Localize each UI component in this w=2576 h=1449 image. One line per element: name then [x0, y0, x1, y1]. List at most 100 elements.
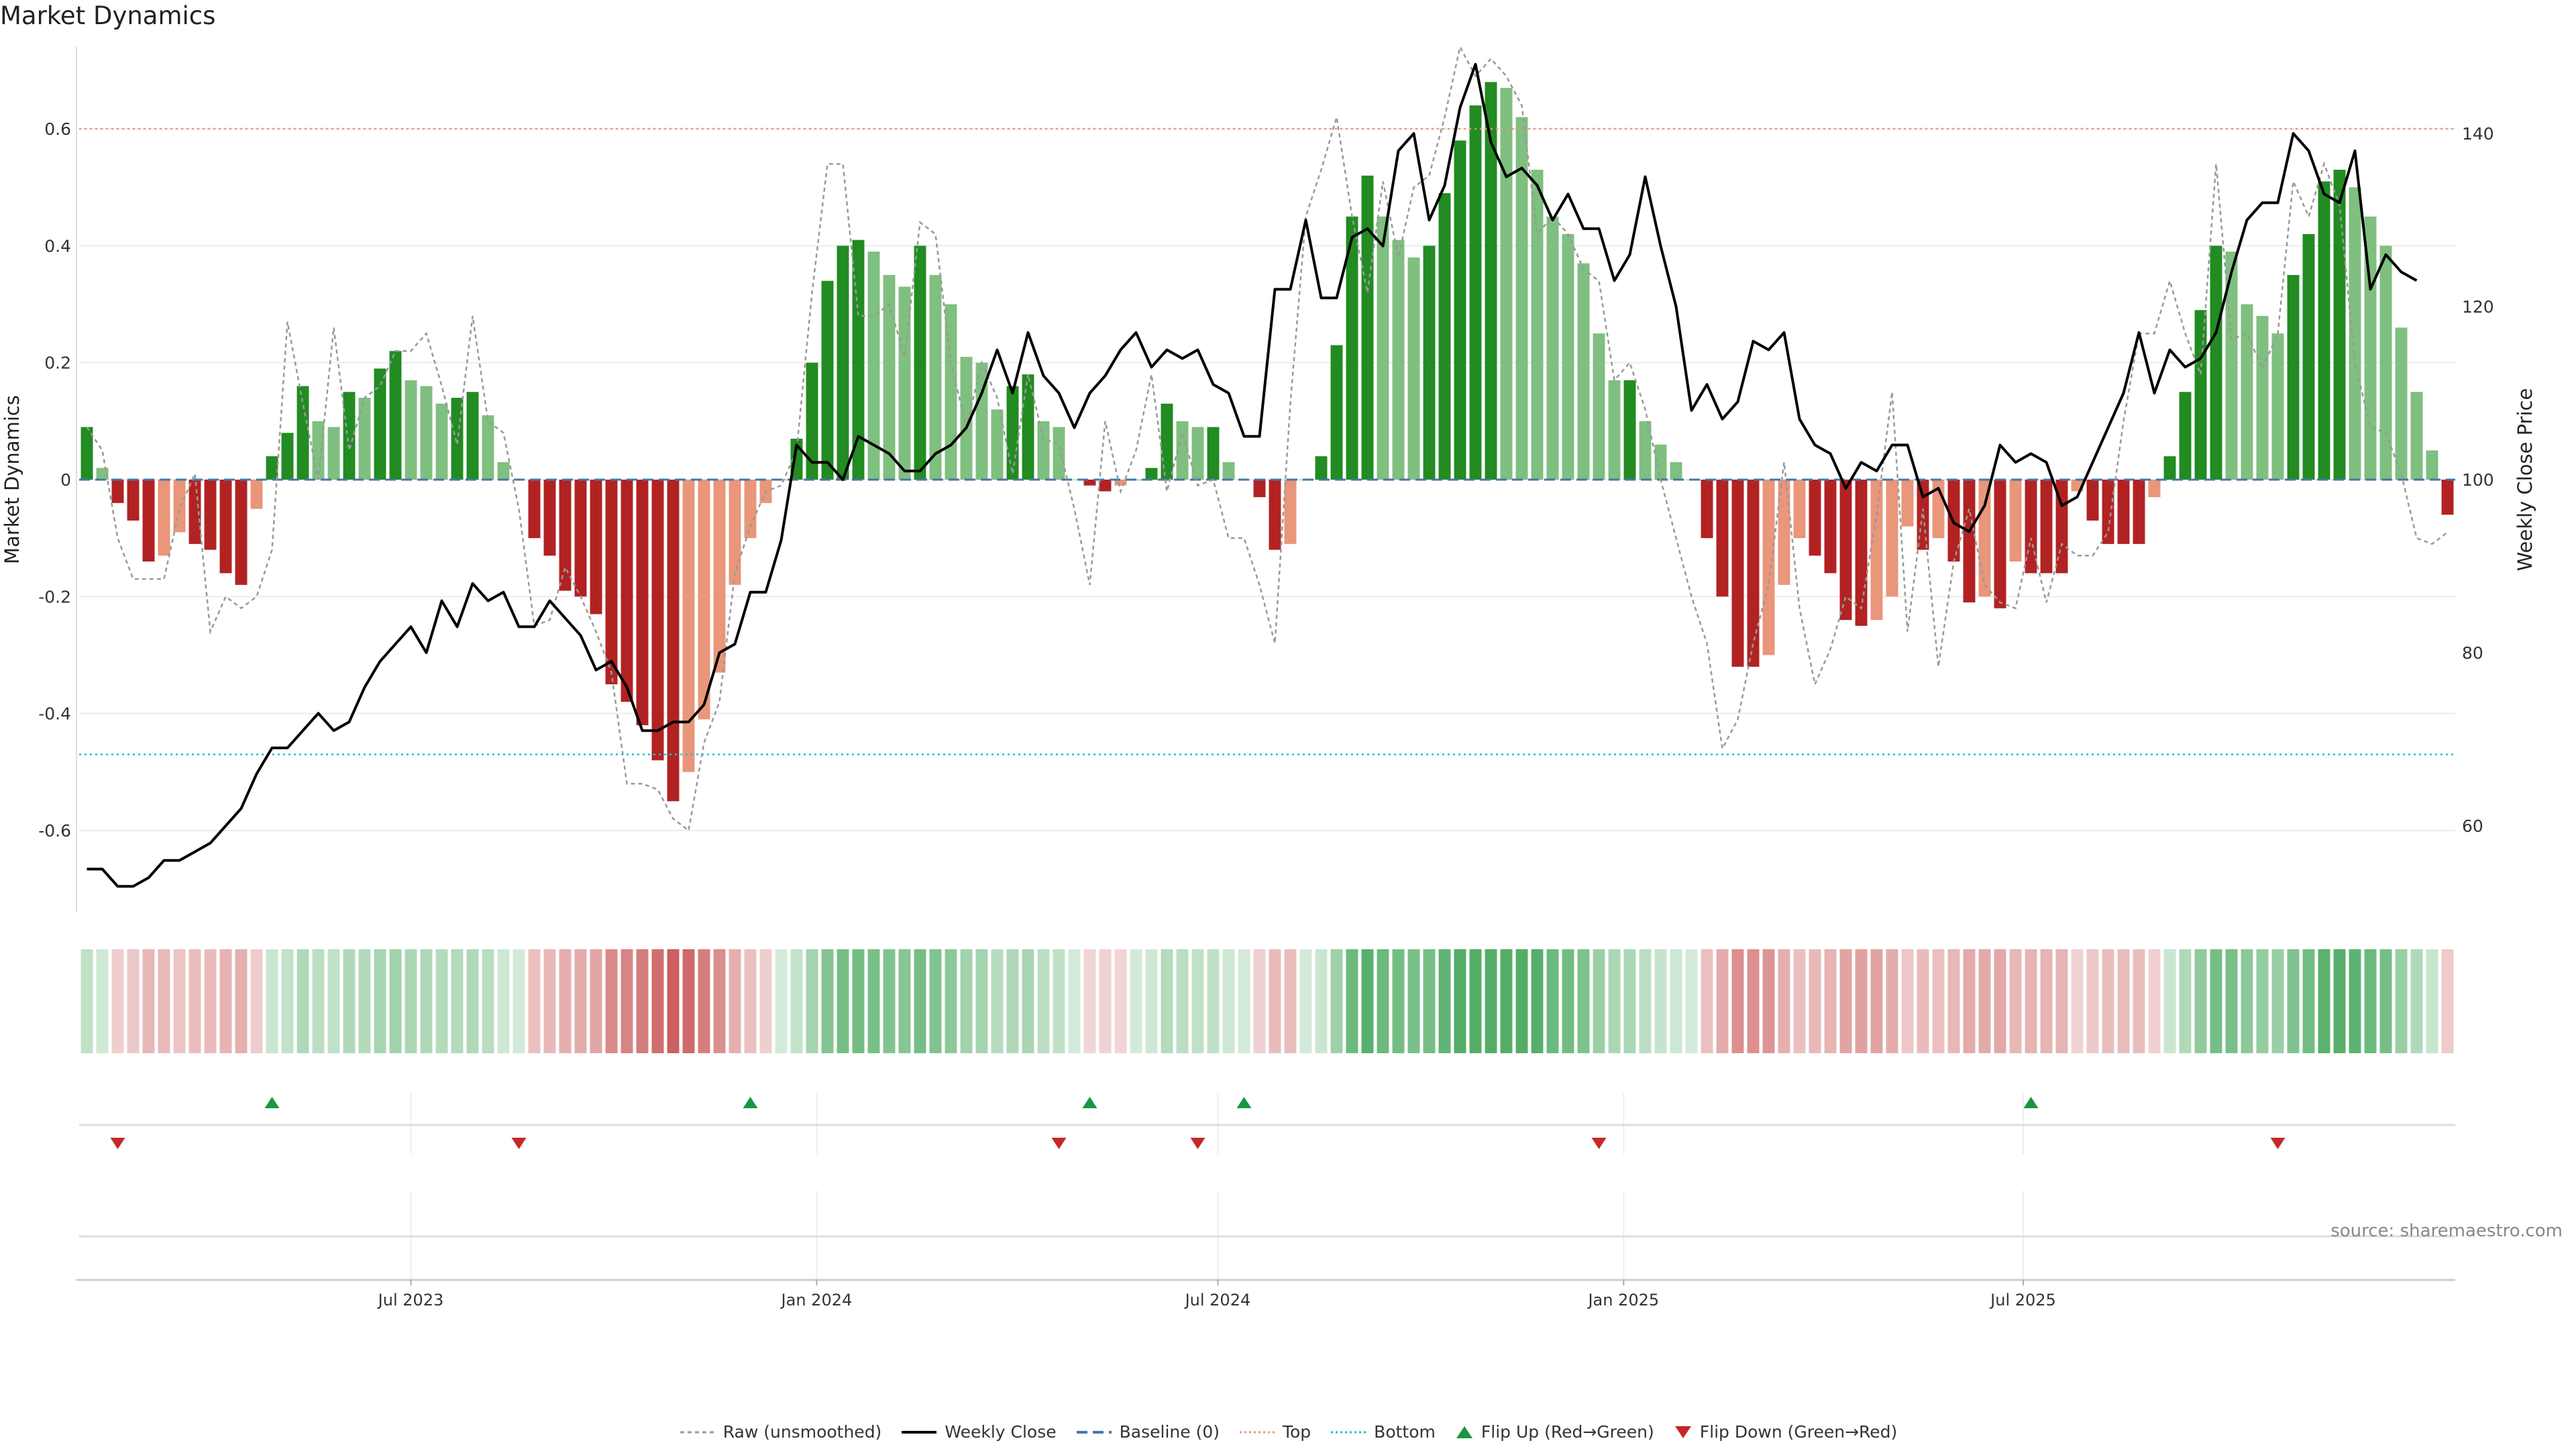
bar [960, 356, 973, 480]
y-tick-label: -0.6 [38, 821, 71, 841]
bar [883, 274, 896, 480]
bar [358, 397, 371, 480]
bar [1654, 444, 1667, 480]
bar [2009, 480, 2022, 562]
heat-cell [2210, 949, 2222, 1053]
heat-cell [2148, 949, 2161, 1053]
heat-cell [775, 949, 788, 1053]
heat-cell [204, 949, 217, 1053]
bar [2256, 315, 2269, 480]
heat-cell [1623, 949, 1636, 1053]
heat-cell [1222, 949, 1235, 1053]
bar [1037, 421, 1050, 480]
heat-cell [1083, 949, 1096, 1053]
heat-cell [2349, 949, 2361, 1053]
heat-cell [1392, 949, 1405, 1053]
bar [2333, 170, 2346, 480]
legend: Raw (unsmoothed) Weekly Close Baseline (… [0, 1422, 2576, 1442]
flip-up-marker [743, 1097, 758, 1108]
x-tick-label: Jan 2025 [1587, 1291, 1659, 1309]
bar [1593, 333, 1605, 480]
heat-cell [1701, 949, 1713, 1053]
bar [1670, 462, 1682, 480]
bar [451, 397, 464, 480]
bar [852, 239, 865, 480]
heat-cell [1670, 949, 1682, 1053]
heat-cell [2256, 949, 2269, 1053]
heat-cell [2271, 949, 2284, 1053]
heat-cell [1870, 949, 1883, 1053]
heat-cell [1947, 949, 1960, 1053]
heat-cell [1438, 949, 1451, 1053]
bar [1407, 257, 1420, 480]
heat-cell [2117, 949, 2130, 1053]
heat-cell [759, 949, 772, 1053]
bar [1809, 480, 1821, 556]
bar [127, 480, 140, 521]
legend-baseline-label: Baseline (0) [1119, 1422, 1220, 1442]
raw-line [86, 44, 2449, 833]
bar [2318, 181, 2330, 480]
heat-cell [2395, 949, 2408, 1053]
y2-tick-label: 80 [2462, 643, 2483, 663]
bar [235, 480, 248, 585]
heat-cell [1901, 949, 1914, 1053]
bar [1222, 462, 1235, 480]
heat-cell [420, 949, 433, 1053]
bar [1855, 480, 1868, 626]
legend-close-swatch [902, 1430, 937, 1434]
heat-cell [2086, 949, 2099, 1053]
heat-cell [358, 949, 371, 1053]
heat-cell [250, 949, 263, 1053]
heat-cell [2102, 949, 2114, 1053]
bar [189, 480, 201, 544]
bar [2133, 480, 2145, 544]
bar [806, 362, 818, 480]
bar [1701, 480, 1713, 539]
bar [590, 480, 602, 614]
heat-cell [2379, 949, 2392, 1053]
y-tick-label: -0.4 [38, 704, 71, 724]
heat-cell [1839, 949, 1852, 1053]
flip-up-marker [1082, 1097, 1097, 1108]
heat-cell [1654, 949, 1667, 1053]
bar [435, 403, 448, 480]
bar [1839, 480, 1852, 621]
y-tick-label: 0.6 [44, 119, 71, 139]
bar [1423, 246, 1436, 480]
heat-cell [1485, 949, 1497, 1053]
legend-item-flipup: Flip Up (Red→Green) [1454, 1422, 1654, 1442]
heat-cell [343, 949, 356, 1053]
heat-cell [219, 949, 232, 1053]
heat-cell [636, 949, 649, 1053]
heat-cell [682, 949, 695, 1053]
y-tick-label: 0.4 [44, 236, 71, 256]
heat-cell [1423, 949, 1436, 1053]
bar [991, 409, 1004, 480]
heat-cell [1361, 949, 1374, 1053]
legend-item-raw: Raw (unsmoothed) [679, 1422, 881, 1442]
heat-cell [2133, 949, 2145, 1053]
y-axis-title: Market Dynamics [1, 395, 23, 564]
bar [1515, 117, 1528, 480]
bar [2441, 480, 2454, 515]
bar [914, 246, 926, 480]
heat-cell [1161, 949, 1173, 1053]
bar [651, 480, 664, 761]
bar [821, 280, 834, 480]
heat-cell [590, 949, 602, 1053]
heat-cell [852, 949, 865, 1053]
heat-cell [1269, 949, 1281, 1053]
bar [2086, 480, 2099, 521]
heat-cell [142, 949, 155, 1053]
heat-cell [158, 949, 170, 1053]
heat-cell [2410, 949, 2423, 1053]
flip-up-marker [264, 1097, 280, 1108]
chart-title: Market Dynamics [0, 1, 216, 30]
heat-cell [744, 949, 757, 1053]
bar [142, 480, 155, 562]
heat-cell [806, 949, 818, 1053]
bar [1577, 263, 1590, 480]
bar [482, 415, 494, 480]
heat-cell [1006, 949, 1019, 1053]
